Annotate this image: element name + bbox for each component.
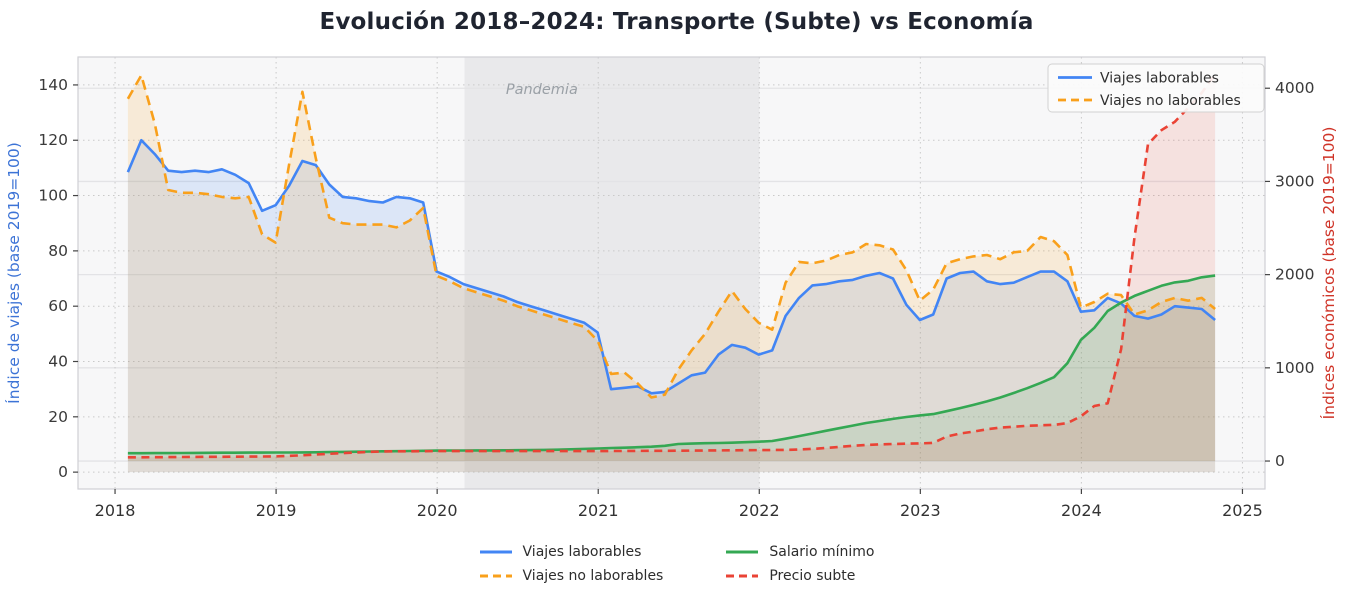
series-salario-m-nimo-line xyxy=(127,274,1216,455)
plot-border xyxy=(77,56,1266,490)
legend-item-precio-subte: Precio subte xyxy=(725,568,874,584)
chart-canvas: Pandemia 0 20 40 60 80 100 120 140 0 1000 2000 3000 4… xyxy=(4,56,1338,520)
svg-text:60: 60 xyxy=(48,297,68,315)
svg-text:0: 0 xyxy=(1275,452,1285,470)
legend-item-viajes-laborables: Viajes laborables xyxy=(479,544,664,560)
x-axis-ticks: 2018 2019 2020 2021 2022 2023 2024 2025 xyxy=(95,489,1263,520)
legend-item-salario-m-nimo: Salario mínimo xyxy=(725,544,874,560)
legend-swatch-precio-subte xyxy=(726,574,759,578)
legend-swatch-salario-m-nimo xyxy=(726,550,759,554)
svg-text:80: 80 xyxy=(48,242,68,260)
svg-text:2022: 2022 xyxy=(739,501,780,520)
legend-label: Salario mínimo xyxy=(769,544,875,560)
legend-column: Salario mínimo Precio subte xyxy=(725,544,874,584)
series-precio-subte-fill xyxy=(127,74,1216,461)
svg-text:2021: 2021 xyxy=(578,501,619,520)
svg-text:2024: 2024 xyxy=(1061,501,1102,520)
legend-label: Precio subte xyxy=(769,568,856,584)
series-viajes-laborables-line xyxy=(126,138,1216,395)
series-salario-m-nimo-fill xyxy=(127,275,1216,461)
svg-text:2000: 2000 xyxy=(1275,266,1314,284)
svg-text:1000: 1000 xyxy=(1275,359,1314,377)
svg-text:2023: 2023 xyxy=(900,501,941,520)
series-precio-subte-line xyxy=(127,73,1217,459)
legend-swatch-viajes-no-laborables xyxy=(479,574,512,578)
y-right-ticks: 0 1000 2000 3000 4000 xyxy=(1265,79,1314,470)
legend-item-viajes-no-laborables: Viajes no laborables xyxy=(479,568,664,584)
svg-text:2018: 2018 xyxy=(95,501,136,520)
legend-swatch-viajes-laborables xyxy=(479,550,512,554)
svg-text:100: 100 xyxy=(38,187,68,205)
svg-text:2020: 2020 xyxy=(417,501,458,520)
svg-text:120: 120 xyxy=(38,131,68,149)
y-left-axis-title: Índice de viajes (base 2019=100) xyxy=(4,142,23,404)
svg-text:0: 0 xyxy=(58,463,68,481)
y-right-axis-title: Índices económicos (base 2019=100) xyxy=(1319,127,1338,420)
legend-label: Viajes laborables xyxy=(522,544,642,560)
series-viajes-no-laborables-line xyxy=(126,74,1216,399)
svg-text:140: 140 xyxy=(38,76,68,94)
bottom-legend: Viajes laborables Viajes no laborables Sal… xyxy=(0,544,1353,584)
svg-text:40: 40 xyxy=(48,353,68,371)
legend-column: Viajes laborables Viajes no laborables xyxy=(479,544,664,584)
legend-label: Viajes no laborables xyxy=(522,568,664,584)
svg-text:Viajes laborables: Viajes laborables xyxy=(1100,71,1219,87)
chart-title: Evolución 2018–2024: Transporte (Subte) … xyxy=(319,9,1034,35)
chart-legend-box: Viajes laborables Viajes no laborables xyxy=(1047,63,1265,113)
svg-text:4000: 4000 xyxy=(1275,79,1314,97)
svg-text:2019: 2019 xyxy=(256,501,297,520)
svg-text:Viajes no laborables: Viajes no laborables xyxy=(1100,93,1241,109)
pandemia-label: Pandemia xyxy=(506,82,578,98)
series-viajes-no-laborables-fill xyxy=(127,75,1216,473)
series-viajes-laborables-fill xyxy=(127,140,1216,473)
svg-text:2025: 2025 xyxy=(1222,501,1263,520)
y-left-ticks: 0 20 40 60 80 100 120 140 xyxy=(38,76,78,481)
svg-text:3000: 3000 xyxy=(1275,172,1314,190)
svg-text:20: 20 xyxy=(48,408,68,426)
